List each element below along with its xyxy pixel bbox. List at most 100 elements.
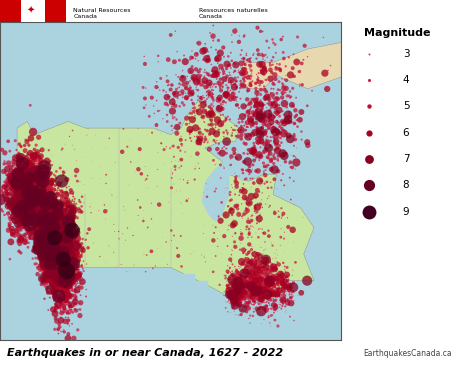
Point bbox=[260, 171, 268, 176]
Point bbox=[245, 281, 252, 287]
Point bbox=[61, 278, 69, 284]
Point bbox=[4, 191, 11, 197]
Point bbox=[64, 250, 72, 256]
Point bbox=[62, 228, 70, 234]
Point bbox=[44, 211, 52, 217]
Point bbox=[17, 143, 24, 149]
Point bbox=[29, 175, 37, 181]
Point bbox=[36, 221, 44, 227]
Point bbox=[62, 234, 69, 239]
Point bbox=[67, 269, 74, 274]
Point bbox=[53, 210, 60, 216]
Point bbox=[262, 145, 269, 151]
Point bbox=[62, 233, 70, 239]
Point bbox=[62, 257, 69, 262]
Point bbox=[61, 233, 69, 239]
Point bbox=[21, 210, 28, 216]
Point bbox=[234, 288, 242, 294]
Point bbox=[255, 296, 262, 302]
Point bbox=[52, 220, 59, 226]
Point bbox=[53, 199, 61, 205]
Point bbox=[274, 290, 282, 295]
Point bbox=[42, 231, 49, 236]
Point bbox=[250, 283, 258, 289]
Point bbox=[30, 187, 37, 193]
Point bbox=[17, 155, 25, 161]
Point bbox=[52, 254, 60, 260]
Point bbox=[51, 269, 59, 275]
Point bbox=[232, 284, 239, 290]
Point bbox=[57, 252, 65, 258]
Point bbox=[233, 180, 240, 186]
Point bbox=[24, 176, 31, 182]
Point bbox=[62, 222, 70, 228]
Point bbox=[252, 272, 259, 278]
Point bbox=[55, 265, 63, 271]
Point bbox=[75, 306, 82, 312]
Point bbox=[39, 234, 47, 239]
Point bbox=[57, 255, 65, 261]
Point bbox=[58, 287, 65, 292]
Point bbox=[234, 296, 241, 302]
Point bbox=[26, 197, 33, 203]
Point bbox=[215, 117, 222, 123]
Point bbox=[27, 217, 35, 223]
Point bbox=[47, 251, 55, 257]
Point bbox=[53, 224, 61, 230]
Point bbox=[48, 246, 55, 251]
Point bbox=[51, 253, 58, 259]
Point bbox=[63, 247, 70, 253]
Point bbox=[53, 255, 60, 261]
Point bbox=[233, 123, 240, 129]
Point bbox=[53, 240, 61, 246]
Point bbox=[242, 275, 249, 281]
Point bbox=[53, 299, 60, 305]
Point bbox=[49, 233, 57, 239]
Point bbox=[287, 197, 295, 202]
Point bbox=[58, 245, 65, 251]
Point bbox=[56, 254, 64, 259]
Point bbox=[49, 211, 57, 217]
Point bbox=[64, 274, 71, 280]
Point bbox=[56, 245, 64, 251]
Point bbox=[46, 227, 54, 233]
Point bbox=[275, 288, 283, 294]
Point bbox=[38, 230, 46, 236]
Point bbox=[61, 244, 69, 250]
Point bbox=[217, 162, 224, 168]
Point bbox=[62, 255, 69, 261]
Point bbox=[47, 262, 55, 268]
Point bbox=[64, 238, 72, 244]
Point bbox=[282, 279, 289, 285]
Point bbox=[46, 239, 54, 245]
Point bbox=[70, 267, 78, 273]
Point bbox=[26, 191, 34, 197]
Point bbox=[48, 260, 55, 266]
Point bbox=[50, 195, 57, 201]
Point bbox=[233, 282, 241, 288]
Point bbox=[280, 288, 287, 294]
Point bbox=[66, 253, 73, 259]
Point bbox=[118, 262, 126, 268]
Point bbox=[244, 260, 251, 266]
Point bbox=[242, 265, 250, 270]
Point bbox=[43, 227, 51, 233]
Point bbox=[43, 231, 50, 237]
Point bbox=[255, 313, 263, 319]
Point bbox=[26, 180, 34, 186]
Point bbox=[281, 281, 289, 287]
Point bbox=[268, 289, 276, 295]
Point bbox=[59, 233, 66, 239]
Point bbox=[56, 288, 64, 294]
Point bbox=[51, 245, 59, 251]
Point bbox=[148, 130, 156, 135]
Point bbox=[229, 94, 237, 100]
Point bbox=[229, 223, 237, 228]
Point bbox=[58, 282, 65, 288]
Point bbox=[52, 260, 59, 266]
Point bbox=[269, 281, 277, 287]
Point bbox=[237, 285, 244, 291]
Point bbox=[165, 200, 173, 206]
Point bbox=[21, 199, 29, 205]
Point bbox=[11, 138, 19, 143]
